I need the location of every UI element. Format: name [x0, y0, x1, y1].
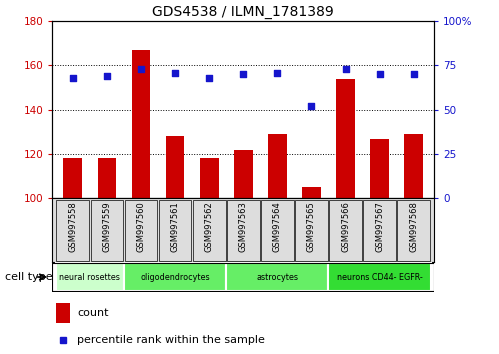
Bar	[329, 200, 362, 261]
Bar	[234, 149, 252, 198]
Bar	[56, 303, 69, 323]
Point	[307, 103, 315, 109]
Text: GSM997565: GSM997565	[307, 201, 316, 252]
Bar	[363, 200, 396, 261]
Bar	[56, 263, 124, 291]
Bar	[56, 200, 89, 261]
Point	[410, 72, 418, 77]
Title: GDS4538 / ILMN_1781389: GDS4538 / ILMN_1781389	[152, 5, 334, 19]
Point	[376, 72, 384, 77]
Bar	[125, 200, 157, 261]
Bar	[91, 200, 123, 261]
Text: neural rosettes: neural rosettes	[59, 273, 120, 281]
Point	[341, 66, 349, 72]
Text: neurons CD44- EGFR-: neurons CD44- EGFR-	[337, 273, 423, 281]
Text: GSM997558: GSM997558	[68, 201, 77, 252]
Bar	[98, 159, 116, 198]
Bar	[227, 200, 259, 261]
Text: oligodendrocytes: oligodendrocytes	[140, 273, 210, 281]
Text: GSM997562: GSM997562	[205, 201, 214, 252]
Point	[205, 75, 213, 81]
Text: GSM997560: GSM997560	[137, 201, 146, 252]
Text: cell type: cell type	[5, 272, 52, 282]
Bar	[124, 263, 226, 291]
Bar	[295, 200, 328, 261]
Bar	[404, 134, 423, 198]
Bar	[397, 200, 430, 261]
Bar	[370, 138, 389, 198]
Bar	[268, 134, 287, 198]
Bar	[166, 136, 185, 198]
Text: percentile rank within the sample: percentile rank within the sample	[77, 335, 265, 345]
Bar	[193, 200, 226, 261]
Bar	[132, 50, 150, 198]
Bar	[63, 159, 82, 198]
Bar	[336, 79, 355, 198]
Text: GSM997564: GSM997564	[273, 201, 282, 252]
Point	[239, 72, 247, 77]
Bar	[226, 263, 328, 291]
Point	[69, 75, 77, 81]
Text: astrocytes: astrocytes	[256, 273, 298, 281]
Text: GSM997566: GSM997566	[341, 201, 350, 252]
Bar	[328, 263, 431, 291]
Point	[103, 73, 111, 79]
Text: count: count	[77, 308, 109, 318]
Text: GSM997568: GSM997568	[409, 201, 418, 252]
Text: GSM997563: GSM997563	[239, 201, 248, 252]
Bar	[261, 200, 294, 261]
Point	[171, 70, 179, 75]
Point	[273, 70, 281, 75]
Bar	[159, 200, 192, 261]
Text: GSM997561: GSM997561	[171, 201, 180, 252]
Point	[137, 66, 145, 72]
Text: GSM997559: GSM997559	[102, 201, 111, 252]
Bar	[302, 187, 321, 198]
Text: GSM997567: GSM997567	[375, 201, 384, 252]
Bar	[200, 159, 219, 198]
